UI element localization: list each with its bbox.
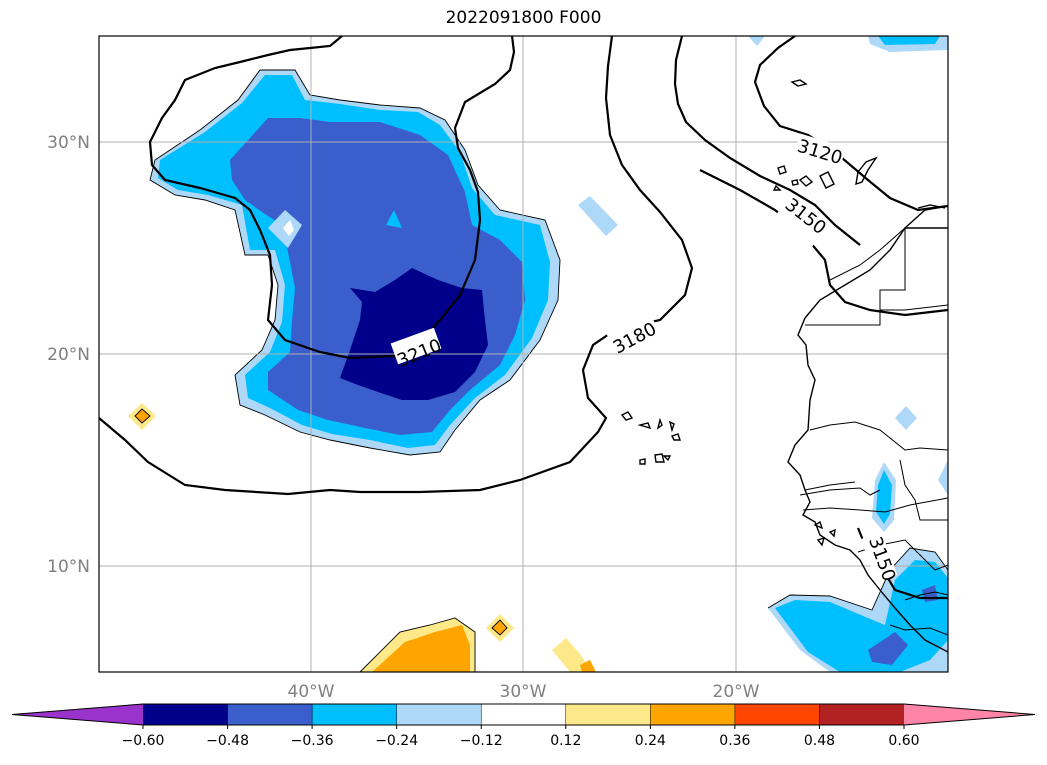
map-content: 3210 3180 3150 3120 3150: [99, 36, 948, 672]
colorbar-segment: [312, 704, 398, 725]
contour-3210: [148, 36, 516, 360]
colorbar-tick-label: −0.36: [291, 733, 334, 749]
lon-label-30w: 30°W: [500, 682, 547, 702]
sky-blue-elongated: [876, 470, 892, 524]
colorbar-extend-low: [12, 704, 143, 725]
lon-label-40w: 40°W: [288, 682, 335, 702]
colorbar-tick-label: −0.48: [206, 733, 249, 749]
sky-blue-top: [878, 36, 940, 45]
colorbar-segment: [481, 704, 567, 725]
yellow-bottom-spot: [552, 638, 592, 672]
colorbar-segment: [143, 704, 229, 725]
colorbar-tick-label: 0.36: [719, 733, 750, 749]
white-pocket: [283, 220, 294, 236]
contour-3150-inner: [699, 169, 948, 317]
colorbar-segment: [565, 704, 651, 725]
contour-3150: [753, 36, 948, 212]
contour-3180-lower: [99, 36, 694, 496]
colorbar-tick-label: −0.24: [375, 733, 418, 749]
colorbar-segment: [734, 704, 820, 725]
height-contours: [99, 36, 948, 600]
colorbar-tick-label: −0.60: [122, 733, 165, 749]
orange-bottom-spot: [580, 660, 596, 672]
map-title: 2022091800 F000: [445, 8, 602, 28]
colorbar-tick-label: 0.24: [635, 733, 666, 749]
longitude-labels: 40°W 30°W 20°W: [288, 682, 760, 702]
colorbar-tick-label: 0.48: [804, 733, 835, 749]
light-blue-top-left: [748, 36, 765, 46]
deep-blue-region: [340, 268, 488, 400]
lon-label-20w: 20°W: [713, 682, 760, 702]
sky-blue-pocket: [386, 210, 402, 228]
colorbar-tick-label: 0.12: [550, 733, 581, 749]
light-blue-diamond: [895, 406, 917, 430]
coastlines: [620, 79, 948, 653]
colorbar-tick-label: 0.60: [888, 733, 919, 749]
orange-bottom: [372, 625, 470, 672]
colorbar-segment: [396, 704, 482, 725]
latitude-labels: 30°N 20°N 10°N: [47, 133, 90, 577]
light-blue-spot: [578, 196, 618, 236]
contour-labels: 3210 3180 3150 3120 3150: [390, 133, 899, 584]
light-blue-edge: [938, 460, 948, 495]
colorbar-segment: [227, 704, 313, 725]
contour-3180: [673, 36, 861, 246]
country-borders: [799, 227, 948, 636]
map-frame: [98, 35, 949, 673]
lat-label-30n: 30°N: [47, 133, 90, 153]
colorbar-extend-high: [904, 704, 1035, 725]
lat-label-20n: 20°N: [47, 345, 90, 365]
anomaly-field: [128, 36, 948, 672]
colorbar-segment: [819, 704, 905, 725]
lat-label-10n: 10°N: [47, 557, 90, 577]
colorbar-tick-label: −0.12: [460, 733, 503, 749]
colorbar: −0.60 −0.48 −0.36 −0.24 −0.12 0.12 0.24 0.36 0.4…: [11, 703, 1036, 749]
colorbar-segment: [650, 704, 736, 725]
mid-blue-bottom-right: [868, 632, 908, 665]
